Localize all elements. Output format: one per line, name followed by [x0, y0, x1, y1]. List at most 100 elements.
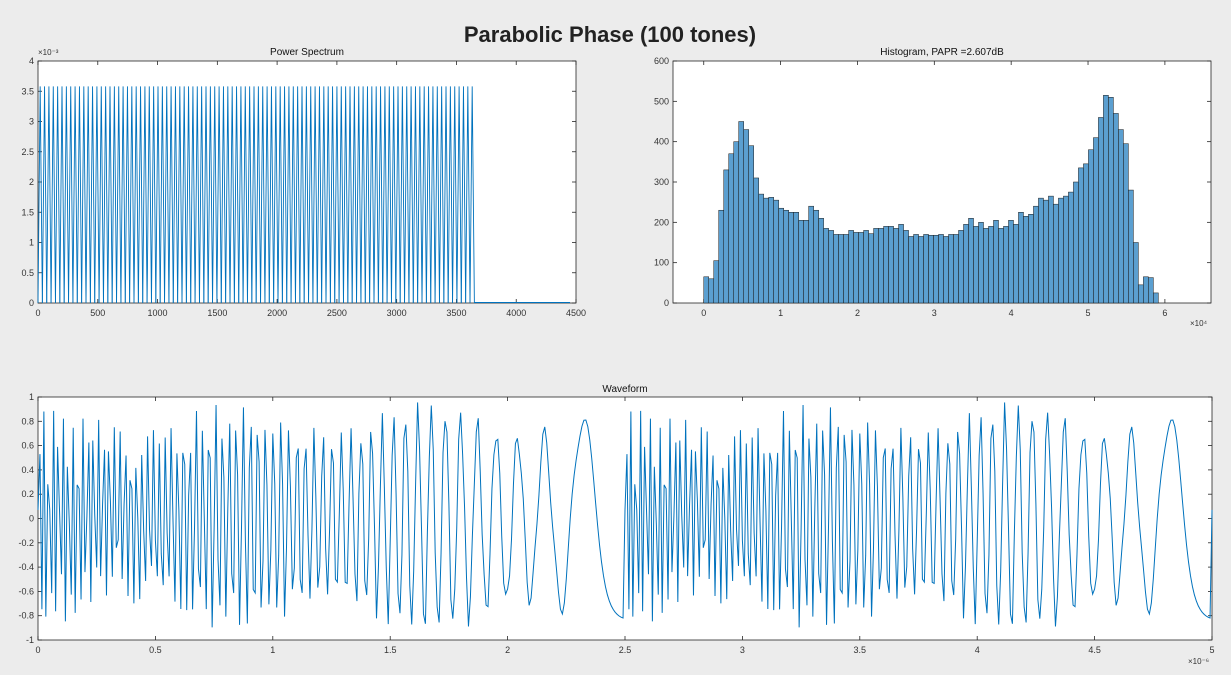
spectrum-tone — [382, 86, 388, 304]
histogram-bar — [1138, 284, 1144, 304]
spectrum-tone — [242, 86, 248, 304]
histogram-bar — [833, 234, 839, 304]
histogram-bar — [1053, 203, 1059, 304]
histogram-y-tick-label: 400 — [654, 137, 669, 147]
spectrum-tone — [268, 86, 275, 304]
spectrum-tone — [76, 86, 83, 304]
spectrum-tone — [434, 86, 440, 304]
spectrum-tone — [412, 86, 419, 304]
histogram-bar — [808, 205, 814, 304]
histogram-bar — [813, 209, 819, 304]
histogram-bar — [728, 153, 734, 304]
spectrum-tone — [447, 86, 454, 304]
histogram-bar — [883, 226, 889, 304]
histogram-bar — [803, 220, 809, 304]
power-spectrum-y-tick-label: 2.5 — [21, 147, 34, 157]
histogram-bar — [723, 169, 729, 304]
spectrum-tone — [377, 86, 384, 304]
spectrum-tone — [417, 86, 423, 304]
waveform-x-tick-label: 0 — [35, 645, 40, 655]
spectrum-tone — [159, 86, 165, 304]
spectrum-tone — [89, 86, 96, 304]
power-spectrum-y-tick-label: 3.5 — [21, 86, 34, 96]
histogram-bar — [1083, 163, 1089, 304]
histogram-bar — [863, 230, 869, 304]
histogram-bar — [938, 234, 944, 304]
spectrum-tone — [395, 86, 401, 304]
spectrum-tone — [356, 86, 362, 304]
spectrum-tone — [177, 86, 183, 304]
histogram-bar — [1068, 191, 1074, 304]
spectrum-tone — [391, 86, 397, 304]
waveform-x-tick-label: 4 — [975, 645, 980, 655]
histogram-bar — [893, 228, 899, 304]
histogram-bar — [1088, 149, 1094, 304]
histogram-bar — [853, 232, 859, 304]
histogram-bar — [1148, 277, 1154, 304]
waveform-x-tick-label: 3 — [740, 645, 745, 655]
histogram-bar — [1153, 292, 1159, 304]
spectrum-tone — [247, 86, 253, 304]
histogram-x-tick-label: 6 — [1162, 308, 1167, 318]
power-spectrum-y-tick-label: 2 — [29, 177, 34, 187]
histogram-bar — [963, 224, 969, 304]
histogram-bar — [948, 234, 954, 304]
spectrum-tone — [308, 86, 314, 304]
spectrum-tone — [399, 86, 406, 304]
histogram-x-tick-label: 3 — [932, 308, 937, 318]
spectrum-tone — [103, 86, 109, 304]
histogram-bar — [788, 212, 794, 304]
histogram-bar — [903, 230, 909, 304]
waveform-x-tick-label: 1 — [270, 645, 275, 655]
histogram-bar — [868, 233, 874, 304]
histogram-bar — [778, 207, 784, 304]
waveform-series-line — [37, 402, 1213, 628]
histogram-bar — [1133, 242, 1139, 304]
histogram-bar — [923, 234, 929, 304]
spectrum-tone — [255, 86, 262, 304]
histogram-bar — [973, 226, 979, 304]
histogram-bar — [718, 209, 724, 304]
spectrum-tone — [194, 86, 200, 304]
spectrum-tone — [404, 86, 410, 304]
spectrum-tone — [430, 86, 436, 304]
power-spectrum-y-tick-label: 1 — [29, 238, 34, 248]
histogram-bar — [1113, 113, 1119, 304]
spectrum-tone — [329, 86, 336, 304]
spectrum-tone — [364, 86, 371, 304]
spectrum-tone — [116, 86, 122, 304]
spectrum-tone — [316, 86, 323, 304]
spectrum-tone — [225, 86, 231, 304]
power-spectrum-x-tick-label: 0 — [35, 308, 40, 318]
histogram-bar — [1038, 197, 1044, 304]
histogram-bar — [1058, 197, 1064, 304]
histogram-bar — [703, 276, 709, 304]
spectrum-tone — [85, 86, 91, 304]
spectrum-tone — [439, 86, 445, 304]
histogram-bar — [898, 224, 904, 304]
histogram-bar — [838, 234, 844, 304]
spectrum-tone — [299, 86, 305, 304]
histogram-bar — [708, 278, 714, 304]
waveform-y-tick-label: -0.6 — [18, 586, 34, 596]
power-spectrum-x-tick-label: 2500 — [327, 308, 347, 318]
spectrum-tone — [347, 86, 353, 304]
spectrum-tone — [59, 86, 65, 304]
spectrum-tone — [151, 86, 157, 304]
power-spectrum-y-tick-label: 0.5 — [21, 268, 34, 278]
histogram-title: Histogram, PAPR =2.607dB — [880, 47, 1004, 58]
waveform-x-tick-label: 5 — [1209, 645, 1214, 655]
histogram-bar — [798, 220, 804, 304]
spectrum-tone — [68, 86, 74, 304]
histogram-bar — [878, 228, 884, 304]
spectrum-tone — [129, 86, 135, 304]
histogram-bar — [823, 228, 829, 304]
histogram-x-tick-label: 0 — [701, 308, 706, 318]
histogram-bar — [993, 220, 999, 304]
spectrum-tone — [168, 86, 174, 304]
spectrum-tone — [343, 86, 349, 304]
spectrum-tone — [260, 86, 266, 304]
waveform-x-tick-label: 2.5 — [619, 645, 632, 655]
histogram-x-tick-label: 4 — [1009, 308, 1014, 318]
waveform-y-tick-label: 0.2 — [21, 489, 34, 499]
